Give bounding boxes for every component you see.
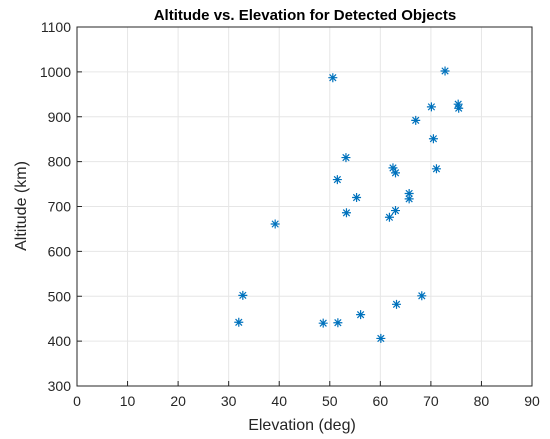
y-tick-label: 1000 xyxy=(40,64,71,80)
data-point xyxy=(431,164,441,174)
y-axis-label: Altitude (km) xyxy=(13,161,30,251)
x-tick-label: 90 xyxy=(524,393,540,409)
x-tick-label: 50 xyxy=(322,393,338,409)
data-point xyxy=(352,193,362,203)
y-tick-label: 600 xyxy=(48,243,72,259)
x-tick-label: 80 xyxy=(474,393,490,409)
data-point xyxy=(341,208,351,218)
data-point xyxy=(391,168,400,178)
data-point xyxy=(391,206,400,216)
x-tick-label: 20 xyxy=(170,393,186,409)
x-tick-label: 10 xyxy=(120,393,136,409)
x-tick-label: 40 xyxy=(271,393,287,409)
x-tick-label: 30 xyxy=(221,393,237,409)
data-point xyxy=(318,318,328,328)
x-tick-label: 60 xyxy=(373,393,389,409)
data-point xyxy=(411,115,421,125)
data-point xyxy=(392,299,402,309)
data-point xyxy=(404,194,414,204)
data-point xyxy=(376,333,386,343)
x-tick-label: 0 xyxy=(73,393,81,409)
data-point xyxy=(328,73,338,83)
y-tick-label: 800 xyxy=(48,154,72,170)
data-point xyxy=(417,291,427,301)
data-points xyxy=(234,66,464,343)
data-point xyxy=(333,318,343,328)
x-axis-label: Elevation (deg) xyxy=(248,417,356,434)
x-tick-label: 70 xyxy=(423,393,439,409)
y-axis-ticks: 300 400 500 600 700 800 900 1000 1100 xyxy=(40,19,82,394)
data-point xyxy=(234,317,244,327)
grid-lines xyxy=(76,26,533,387)
data-point xyxy=(356,310,366,320)
data-point xyxy=(270,219,280,229)
data-point xyxy=(332,175,342,185)
y-tick-label: 700 xyxy=(48,199,72,215)
data-point xyxy=(384,212,394,222)
y-tick-label: 500 xyxy=(48,288,72,304)
x-axis-ticks: 0 10 20 30 40 50 60 70 80 90 xyxy=(73,381,540,409)
data-point xyxy=(440,66,450,76)
data-point xyxy=(341,153,351,163)
y-tick-label: 400 xyxy=(48,333,72,349)
data-point xyxy=(426,102,436,112)
data-point xyxy=(428,134,438,144)
y-tick-label: 1100 xyxy=(41,19,71,35)
y-tick-label: 900 xyxy=(48,109,72,125)
y-tick-label: 300 xyxy=(48,378,72,394)
data-point xyxy=(404,188,414,198)
data-point xyxy=(388,163,398,173)
chart-title: Altitude vs. Elevation for Detected Obje… xyxy=(154,7,457,24)
data-point xyxy=(454,103,464,113)
data-point xyxy=(238,290,248,300)
